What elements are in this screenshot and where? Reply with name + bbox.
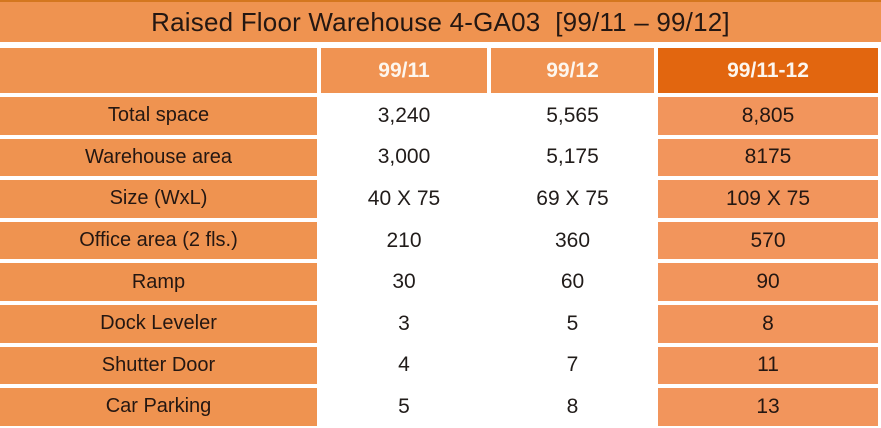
cell-shutter-door-9912: 7 [566,353,579,377]
row-label-total-space: Total space [0,97,317,135]
cell-shutter-door-9911: 4 [398,353,410,377]
cell-car-parking-9911: 5 [398,394,410,418]
spec-grid: 99/11 99/12 99/11-12 Total space 3,240 5… [0,48,881,426]
cell-total-space-9911: 3,240 [377,103,431,127]
row-label-car-parking: Car Parking [0,388,317,426]
cell-ramp-total: 90 [658,263,878,301]
cell-ramp-9911: 30 [392,270,416,294]
cell-total-space-9912: 5,565 [546,103,599,127]
cell-size-9911: 40 X 75 [367,186,441,210]
cell-size-9912: 69 X 75 [536,186,609,210]
row-label-size: Size (WxL) [0,180,317,218]
cell-total-space-total: 8,805 [658,97,878,135]
column-header-empty [0,48,317,93]
cell-ramp-9912: 60 [560,270,585,294]
cell-office-area-9912: 360 [554,228,591,252]
cell-dock-leveler-total: 8 [658,304,878,343]
row-label-warehouse-area: Warehouse area [0,138,317,177]
cell-dock-leveler-9911: 3 [398,311,410,335]
cell-office-area-9911: 210 [386,228,422,252]
row-label-dock-leveler: Dock Leveler [0,304,317,343]
cell-warehouse-area-9912: 5,175 [546,145,599,169]
cell-size-total: 109 X 75 [658,180,878,218]
row-label-ramp: Ramp [0,263,317,301]
cell-car-parking-total: 13 [658,388,878,426]
cell-dock-leveler-9912: 5 [566,311,579,335]
column-header-99-11-12: 99/11-12 [658,48,878,93]
column-header-99-12: 99/12 [491,48,654,93]
cell-warehouse-area-total: 8175 [658,138,878,177]
row-label-office-area: Office area (2 fls.) [0,221,317,260]
cell-office-area-total: 570 [658,221,878,260]
cell-warehouse-area-9911: 3,000 [377,145,431,169]
cell-shutter-door-total: 11 [658,346,878,385]
column-header-99-11: 99/11 [321,48,487,93]
row-label-shutter-door: Shutter Door [0,346,317,385]
table-title: Raised Floor Warehouse 4-GA03 [99/11 – 9… [0,2,881,42]
cell-car-parking-9912: 8 [566,394,579,418]
